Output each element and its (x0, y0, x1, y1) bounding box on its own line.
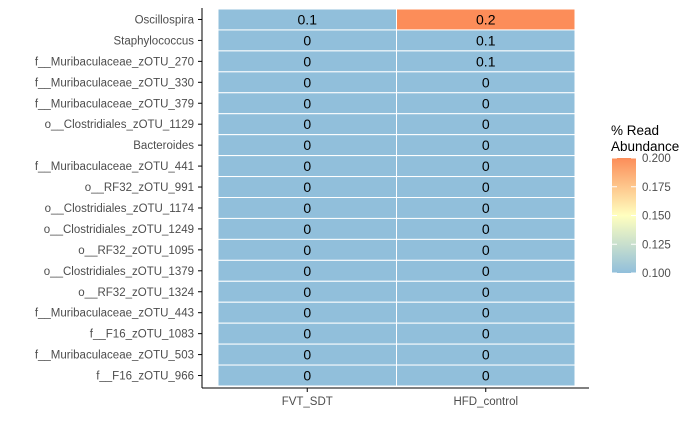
cell-value-label: 0 (303, 368, 311, 384)
cell-value-label: 0 (303, 32, 311, 48)
y-tick-label: o__RF32_zOTU_991 (85, 182, 194, 194)
cell-value-label: 0 (303, 305, 311, 321)
cell-value-label: 0 (482, 179, 490, 195)
legend-title-line: Abundance (611, 139, 679, 154)
cell-value-label: 0 (303, 95, 311, 111)
y-tick-label: f__Muribaculaceae_zOTU_443 (35, 308, 194, 320)
y-tick-label: Staphylococcus (113, 35, 194, 47)
y-tick-label: o__Clostridiales_zOTU_1129 (45, 119, 194, 131)
cell-value-label: 0 (303, 347, 311, 363)
cell-value-label: 0 (303, 221, 311, 237)
y-tick-label: f__Muribaculaceae_zOTU_330 (35, 77, 194, 89)
x-tick-label: HFD_control (453, 396, 518, 408)
cell-value-label: 0 (482, 284, 490, 300)
cell-value-label: 0 (482, 116, 490, 132)
legend-tick-label: 0.125 (642, 239, 671, 251)
cell-value-label: 0 (303, 326, 311, 342)
cell-value-label: 0 (303, 74, 311, 90)
y-tick-label: Bacteroides (133, 140, 194, 152)
cell-value-label: 0.1 (476, 53, 496, 69)
cell-value-label: 0 (303, 242, 311, 258)
y-tick-label: f__Muribaculaceae_zOTU_379 (35, 98, 194, 110)
y-tick-label: o__RF32_zOTU_1324 (78, 287, 194, 299)
x-tick-label: FVT_SDT (282, 396, 333, 408)
cell-value-label: 0 (303, 179, 311, 195)
heatmap-cell (396, 364, 576, 387)
y-tick-label: f__F16_zOTU_966 (96, 371, 194, 383)
legend-tick-label: 0.200 (642, 153, 671, 165)
cell-value-label: 0 (482, 263, 490, 279)
cell-value-label: 0 (482, 74, 490, 90)
y-tick-label: f__Muribaculaceae_zOTU_441 (35, 161, 194, 173)
cell-value-label: 0 (303, 284, 311, 300)
cell-value-label: 0 (482, 242, 490, 258)
cell-value-label: 0 (482, 347, 490, 363)
cell-value-label: 0 (482, 95, 490, 111)
y-tick-label: f__Muribaculaceae_zOTU_270 (35, 56, 194, 68)
cell-value-label: 0 (482, 305, 490, 321)
cell-value-label: 0 (303, 53, 311, 69)
cell-value-label: 0 (482, 158, 490, 174)
y-tick-label: o__Clostridiales_zOTU_1379 (44, 266, 194, 278)
legend-tick-label: 0.175 (642, 182, 671, 194)
cell-value-label: 0.2 (476, 11, 496, 27)
y-tick-label: f__Muribaculaceae_zOTU_503 (35, 350, 194, 362)
cell-value-label: 0 (303, 158, 311, 174)
cell-value-label: 0 (303, 200, 311, 216)
legend-title-line: % Read (611, 123, 659, 138)
cell-value-label: 0 (482, 368, 490, 384)
cell-value-label: 0 (303, 263, 311, 279)
y-tick-label: Oscillospira (135, 14, 195, 26)
cell-value-label: 0 (303, 116, 311, 132)
cell-value-label: 0.1 (298, 11, 318, 27)
legend-tick-label: 0.100 (642, 268, 671, 280)
y-tick-label: o__Clostridiales_zOTU_1249 (44, 224, 194, 236)
cell-value-label: 0 (482, 221, 490, 237)
cell-value-label: 0.1 (476, 32, 496, 48)
y-tick-label: o__RF32_zOTU_1095 (78, 245, 194, 257)
y-tick-label: f__F16_zOTU_1083 (90, 329, 194, 341)
cell-value-label: 0 (303, 137, 311, 153)
cell-value-label: 0 (482, 326, 490, 342)
legend-tick-label: 0.150 (642, 211, 671, 223)
cell-value-label: 0 (482, 137, 490, 153)
y-tick-label: o__Clostridiales_zOTU_1174 (45, 203, 195, 215)
cell-value-label: 0 (482, 200, 490, 216)
